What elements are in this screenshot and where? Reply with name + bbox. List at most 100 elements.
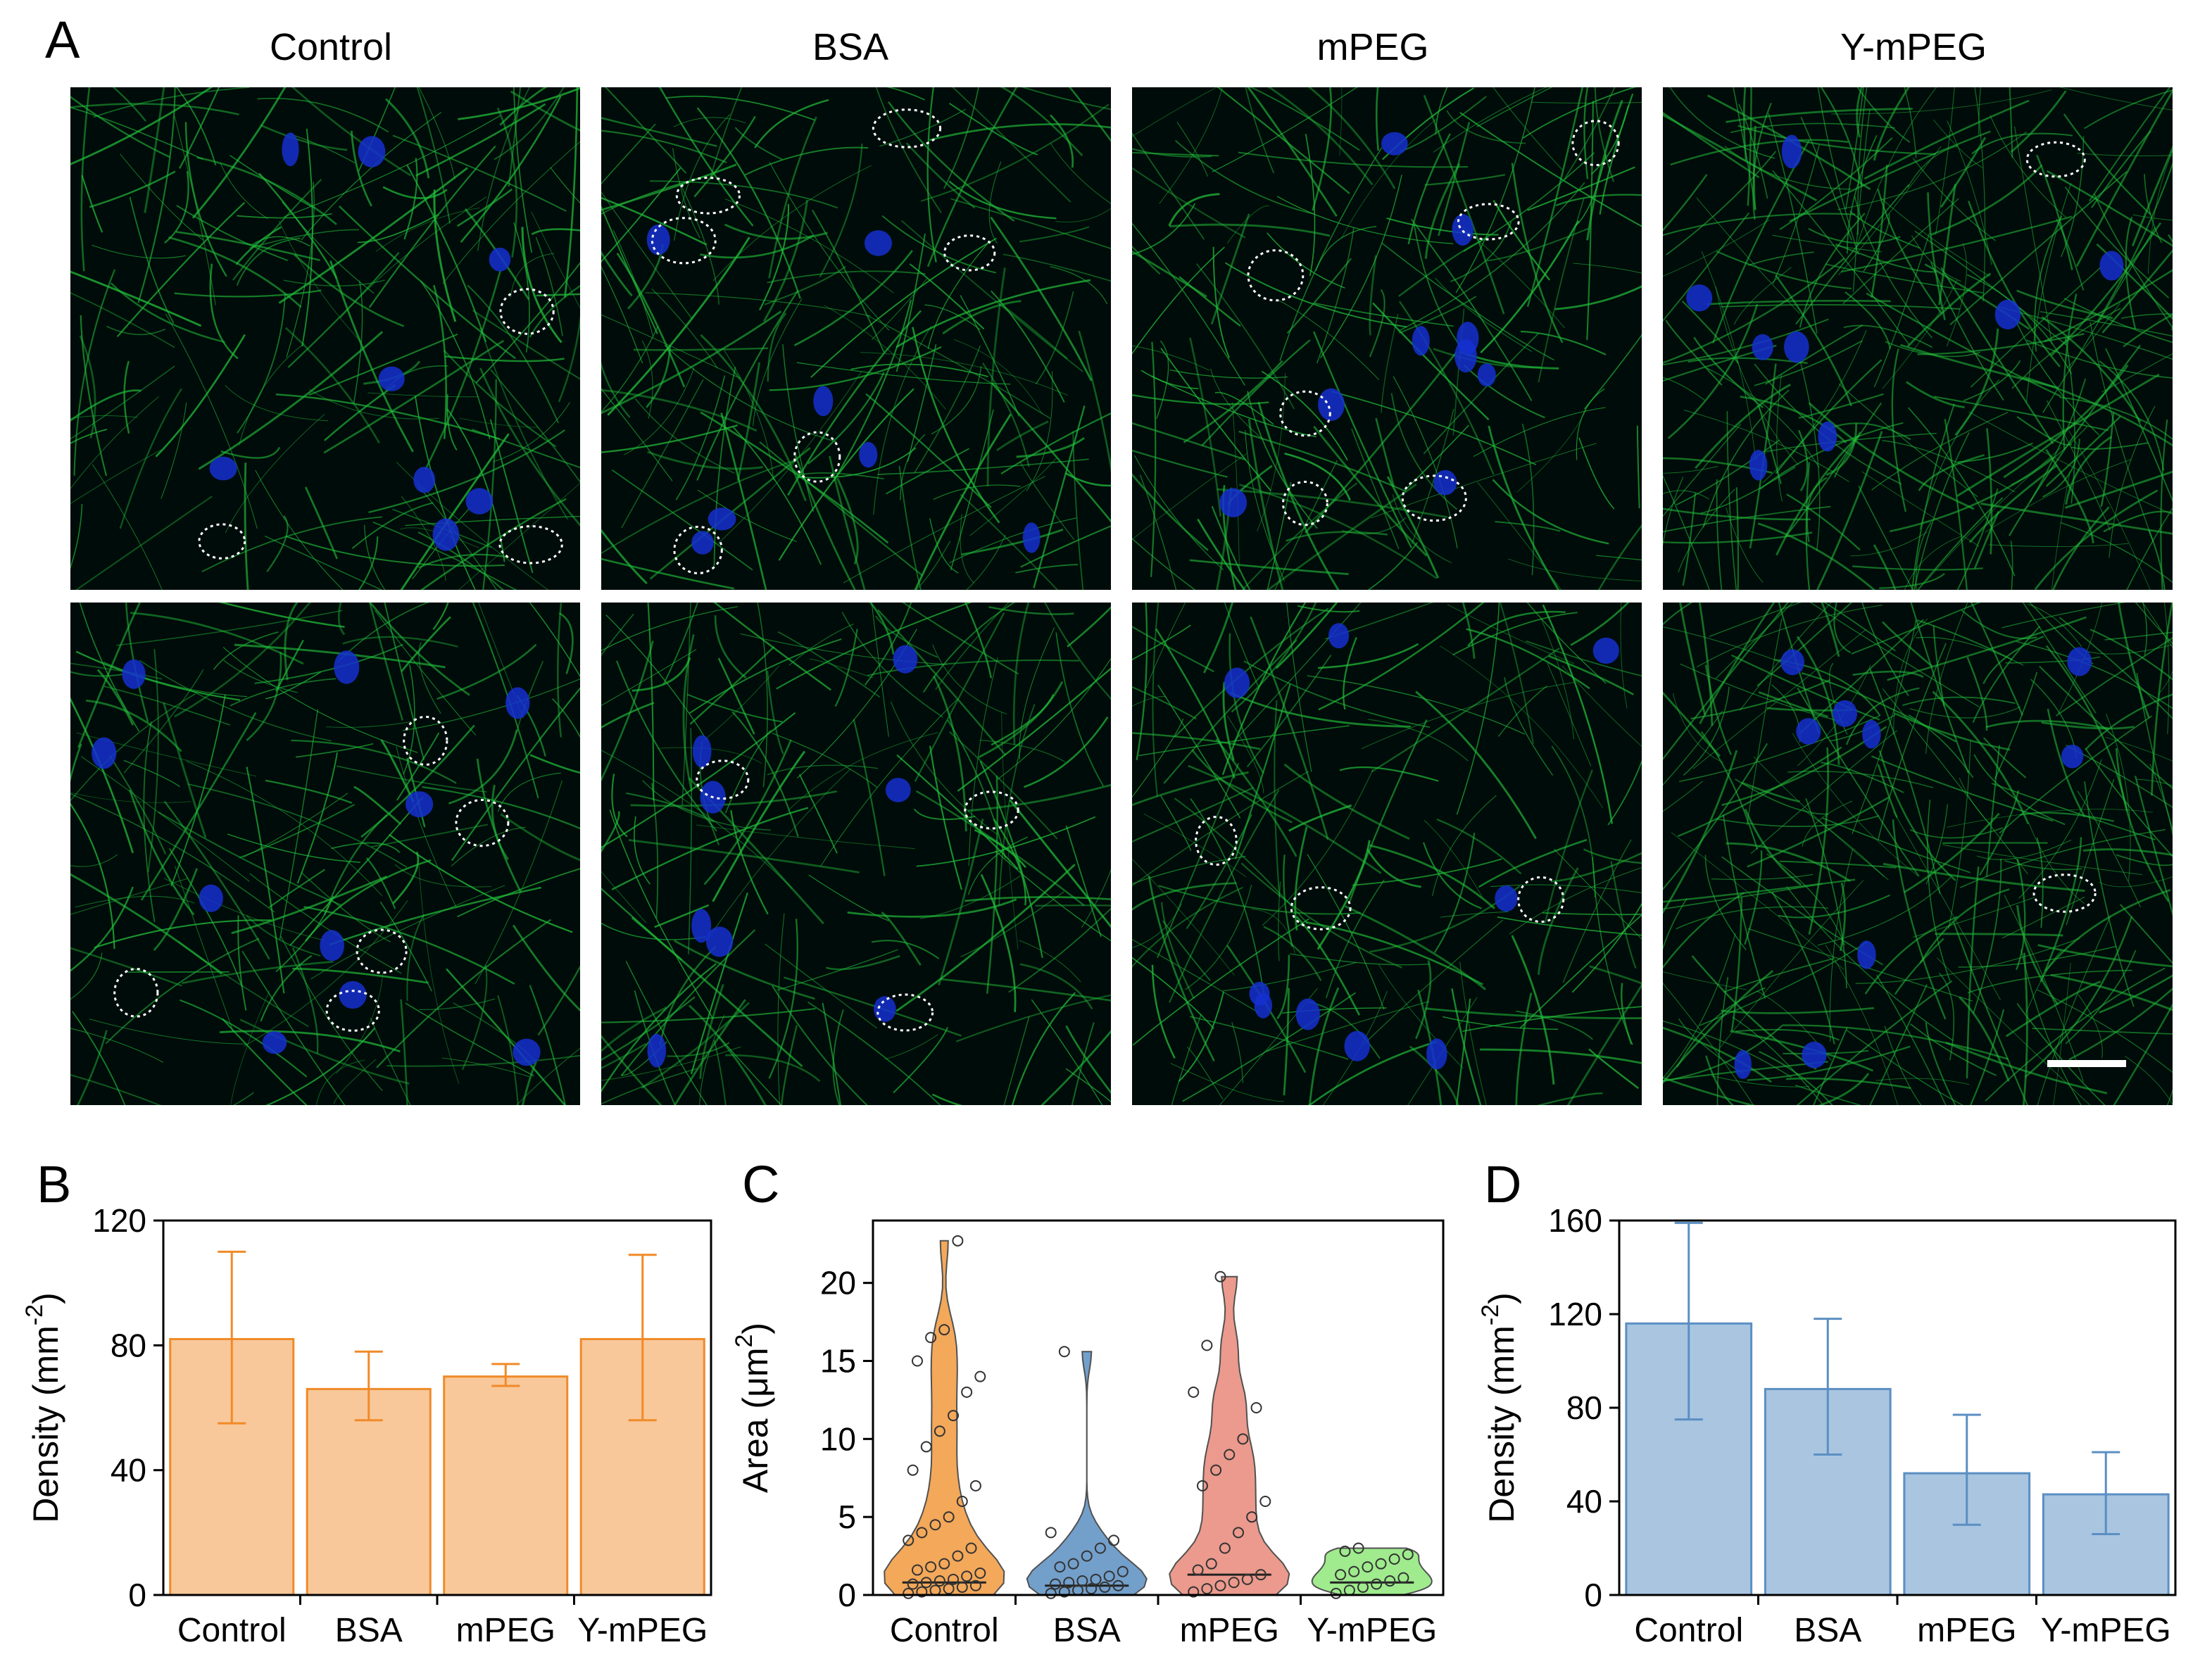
actin-fiber: [1620, 603, 1628, 709]
actin-fiber: [926, 87, 937, 263]
actin-fiber: [1078, 330, 1111, 473]
actin-fiber: [969, 458, 1057, 536]
actin-fiber: [2077, 153, 2173, 156]
nucleus: [893, 645, 918, 674]
actin-fiber: [458, 87, 580, 120]
actin-fiber: [1065, 825, 1102, 938]
actin-fiber: [1459, 961, 1487, 1105]
actin-fiber: [1132, 696, 1167, 707]
actin-fiber: [654, 904, 710, 928]
violin-point: [1228, 1577, 1240, 1589]
actin-fiber: [1307, 87, 1396, 189]
actin-fiber: [1747, 796, 1890, 868]
actin-fiber: [1386, 476, 1440, 579]
actin-fiber: [886, 448, 969, 495]
actin-fiber: [260, 954, 313, 1022]
actin-fiber: [1189, 559, 1349, 575]
violin-point: [1090, 1573, 1102, 1585]
actin-fiber: [1232, 402, 1240, 572]
actin-fiber: [1055, 208, 1111, 223]
actin-fiber: [1361, 681, 1575, 750]
actin-fiber: [651, 289, 718, 369]
actin-fiber: [601, 557, 734, 590]
actin-fiber: [529, 754, 580, 774]
nucleus: [378, 366, 405, 391]
actin-fiber: [647, 450, 763, 470]
actin-fiber: [1846, 1029, 1964, 1105]
actin-fiber: [174, 115, 216, 305]
actin-fiber: [2028, 822, 2085, 904]
actin-fiber: [123, 669, 204, 774]
actin-fiber: [175, 87, 217, 166]
nucleus: [358, 136, 386, 168]
actin-fiber: [914, 413, 1012, 590]
actin-fiber: [1909, 706, 2021, 719]
highlight-circle: [1571, 120, 1620, 167]
actin-fiber: [220, 1030, 401, 1053]
actin-fiber: [1878, 750, 1956, 881]
actin-fiber: [324, 384, 396, 441]
actin-fiber: [797, 472, 884, 479]
actin-fiber: [1495, 521, 1561, 532]
actin-fiber: [70, 952, 103, 1000]
actin-fiber: [329, 260, 414, 453]
actin-fiber: [1940, 137, 1987, 208]
actin-fiber: [2063, 298, 2173, 343]
actin-fiber: [1019, 226, 1090, 243]
violin-point: [948, 1410, 960, 1422]
actin-fiber: [896, 279, 1091, 348]
actin-fiber: [2131, 145, 2173, 247]
actin-fiber: [1132, 345, 1209, 371]
actin-fiber: [2160, 419, 2168, 590]
actin-fiber: [1919, 379, 2000, 529]
actin-fiber: [1834, 402, 1882, 478]
actin-fiber: [1663, 377, 1706, 401]
actin-fiber: [191, 87, 287, 219]
actin-fiber: [1497, 685, 1547, 737]
highlight-circle: [1401, 474, 1467, 522]
actin-fiber: [1576, 153, 1607, 226]
actin-fiber: [551, 698, 580, 738]
violin-point: [1339, 1545, 1351, 1557]
violin-point: [1188, 1586, 1200, 1598]
actin-fiber: [1913, 432, 1970, 590]
actin-fiber: [1754, 340, 1863, 386]
actin-fiber: [673, 999, 746, 1105]
actin-fiber: [1980, 502, 2173, 535]
actin-fiber: [400, 999, 408, 1105]
actin-fiber: [1947, 809, 2153, 828]
actin-fiber: [209, 263, 239, 360]
x-tick-label: Control: [177, 1612, 287, 1649]
violin: [1169, 1275, 1290, 1596]
actin-fiber: [1806, 477, 1828, 543]
y-tick-label: 40: [1566, 1483, 1602, 1520]
actin-fiber: [2036, 154, 2073, 270]
actin-fiber: [1808, 227, 1901, 244]
actin-fiber: [1398, 296, 1477, 334]
actin-fiber: [201, 516, 382, 573]
violin-point: [1210, 1464, 1222, 1476]
nucleus: [489, 247, 511, 272]
actin-fiber: [1778, 894, 1891, 919]
y-axis-label-text: Area (μm2): [731, 1323, 775, 1493]
actin-fiber: [153, 868, 199, 951]
actin-fiber: [1663, 477, 1684, 547]
actin-fiber: [1342, 517, 1406, 535]
actin-fiber: [1766, 432, 1937, 453]
actin-fiber: [292, 967, 429, 984]
actin-fiber: [174, 603, 311, 718]
actin-fiber: [1540, 617, 1575, 740]
actin-fiber: [234, 643, 446, 669]
actin-fiber: [1850, 531, 1928, 557]
highlight-circle: [198, 523, 246, 560]
actin-fiber: [508, 87, 522, 187]
y-axis-label: Density (mm-2): [1477, 1292, 1521, 1522]
actin-fiber: [901, 220, 1083, 372]
actin-fiber: [1425, 1007, 1642, 1020]
actin-fiber: [1903, 812, 2000, 894]
highlight-circle: [113, 968, 159, 1018]
actin-fiber: [1145, 603, 1186, 688]
nucleus: [1780, 649, 1804, 676]
actin-fiber: [1873, 232, 1930, 388]
actin-fiber: [143, 721, 156, 923]
